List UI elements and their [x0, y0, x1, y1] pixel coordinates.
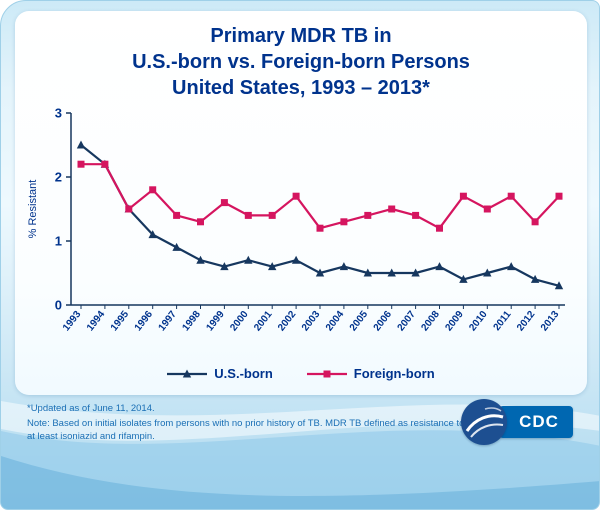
line-chart-svg: 0 1 2 3 % Resistant 1993 1994 1995 1996 1997 1998 1… [27, 106, 565, 334]
x-tick-label: 1996 [133, 309, 156, 334]
marker-triangle [291, 255, 301, 264]
x-tick-label: 2008 [419, 309, 442, 334]
series-line-Foreign-born [81, 163, 560, 230]
x-tick-label: 1994 [85, 309, 108, 334]
x-tick-label: 2004 [324, 309, 347, 334]
footnote-updated: *Updated as of June 11, 2014. [27, 403, 155, 414]
marker-square [388, 205, 396, 213]
x-tick-label: 2005 [348, 309, 371, 334]
marker-square [507, 192, 515, 200]
marker-square [292, 192, 300, 200]
marker-triangle [483, 268, 492, 277]
marker-triangle [220, 262, 229, 271]
x-tick-label: 1999 [204, 309, 227, 334]
marker-triangle [76, 140, 86, 149]
marker-square [436, 224, 443, 232]
marker-triangle [268, 262, 277, 271]
chart-panel: Primary MDR TB in U.S.-born vs. Foreign-… [15, 11, 587, 395]
title-line-1: Primary MDR TB in [210, 25, 392, 47]
y-tick-label: 0 [55, 298, 62, 313]
series-line-U.S.-born [80, 144, 560, 287]
cdc-hhs-logo: CDC [461, 399, 573, 445]
x-tick-label: 2007 [396, 309, 419, 334]
legend-marker-square [323, 370, 331, 377]
y-axis-label: % Resistant [27, 180, 39, 239]
x-tick-label: 1997 [157, 309, 180, 334]
footnotes: *Updated as of June 11, 2014. Note: Base… [27, 403, 467, 445]
chart-legend: U.S.-born Foreign-born [167, 366, 435, 381]
legend-label: U.S.-born [214, 366, 273, 381]
marker-square [77, 160, 85, 168]
cdc-logo-text: CDC [519, 412, 559, 431]
hhs-logo-icon [461, 399, 507, 445]
marker-square [101, 160, 109, 168]
legend-item-Foreign-born: Foreign-born [306, 366, 435, 381]
marker-square [364, 211, 372, 219]
x-tick-label: 1993 [61, 309, 84, 334]
marker-triangle [196, 255, 205, 264]
x-tick-label: 2006 [372, 309, 395, 334]
footnote-note: Note: Based on initial isolates from per… [27, 417, 465, 442]
marker-triangle [363, 268, 372, 277]
cdc-logo: CDC [499, 406, 573, 438]
marker-square [340, 218, 348, 226]
marker-triangle [387, 268, 396, 277]
page-title: Primary MDR TB in U.S.-born vs. Foreign-… [132, 23, 470, 101]
x-tick-label: 2010 [467, 309, 490, 334]
x-tick-label: 2002 [276, 309, 299, 334]
marker-square [531, 218, 539, 226]
y-tick-label: 2 [55, 170, 62, 185]
legend-label: Foreign-born [353, 366, 435, 381]
marker-square [555, 192, 563, 200]
chart: 0 1 2 3 % Resistant 1993 1994 1995 1996 1997 1998 1… [25, 103, 577, 366]
title-line-3: United States, 1993 – 2013* [172, 77, 430, 99]
marker-square [459, 192, 467, 200]
marker-square [244, 211, 252, 219]
x-tick-label: 1998 [180, 309, 203, 334]
title-line-2: U.S.-born vs. Foreign-born Persons [132, 51, 470, 73]
marker-square [220, 199, 228, 207]
marker-square [268, 211, 276, 219]
marker-square [149, 186, 157, 194]
marker-triangle [339, 262, 349, 271]
marker-triangle [148, 230, 157, 239]
x-tick-label: 2011 [492, 309, 514, 333]
marker-square [173, 211, 181, 219]
marker-triangle [244, 255, 253, 264]
y-tick-label: 1 [55, 234, 62, 249]
marker-triangle [554, 281, 564, 290]
marker-triangle [507, 262, 516, 271]
x-tick-label: 2001 [252, 309, 275, 334]
marker-triangle [411, 268, 420, 277]
x-tick-label: 2012 [515, 309, 538, 334]
legend-swatch [306, 370, 347, 377]
x-tick-label: 2013 [539, 309, 562, 334]
marker-triangle [172, 242, 181, 251]
x-tick-label: 2000 [228, 309, 251, 334]
legend-swatch [167, 369, 208, 377]
legend-item-U.S.-born: U.S.-born [167, 366, 273, 381]
marker-square [412, 211, 420, 219]
marker-square [197, 218, 204, 226]
y-tick-label: 3 [55, 106, 62, 121]
marker-square [125, 205, 133, 213]
marker-triangle [530, 274, 540, 283]
legend-marker-triangle [183, 369, 192, 377]
marker-triangle [435, 262, 444, 271]
marker-square [316, 224, 324, 232]
x-tick-label: 1995 [109, 309, 132, 334]
marker-triangle [315, 268, 325, 277]
x-tick-label: 2003 [300, 309, 323, 334]
marker-triangle [459, 274, 468, 283]
x-tick-label: 2009 [443, 309, 466, 334]
marker-square [483, 205, 491, 213]
